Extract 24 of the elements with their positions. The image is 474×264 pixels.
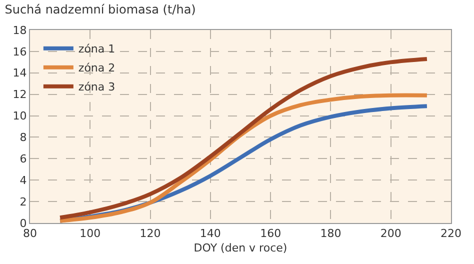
y-tick-label: 6 (20, 152, 27, 166)
line-series (58, 56, 429, 220)
x-axis-title: DOY (den v roce) (194, 241, 288, 254)
legend-label: zóna 3 (78, 80, 116, 94)
x-tick-label: 200 (380, 227, 402, 240)
y-tick-label: 16 (12, 45, 27, 58)
x-tick-label: 100 (80, 227, 101, 240)
y-tick-label: 14 (12, 66, 27, 80)
x-tick-label: 140 (200, 227, 221, 240)
y-tick-label: 4 (20, 174, 27, 187)
y-tick-label: 18 (12, 24, 27, 37)
x-tick-label: 180 (320, 227, 342, 240)
y-tick-label: 0 (20, 216, 27, 230)
y-tick-label: 12 (12, 88, 27, 102)
y-tick-label: 2 (20, 195, 27, 208)
x-tick-label: 120 (140, 227, 161, 240)
y-tick-label: 8 (20, 131, 27, 144)
y-tick-label: 10 (12, 110, 27, 123)
x-tick-label: 220 (440, 227, 462, 240)
legend-label: zóna 2 (78, 62, 116, 75)
legend-label: zóna 1 (78, 42, 116, 56)
x-tick-label: 160 (260, 227, 282, 240)
x-tick-label: 80 (23, 227, 37, 240)
chart-title: Suchá nadzemní biomasa (t/ha) (4, 2, 196, 17)
